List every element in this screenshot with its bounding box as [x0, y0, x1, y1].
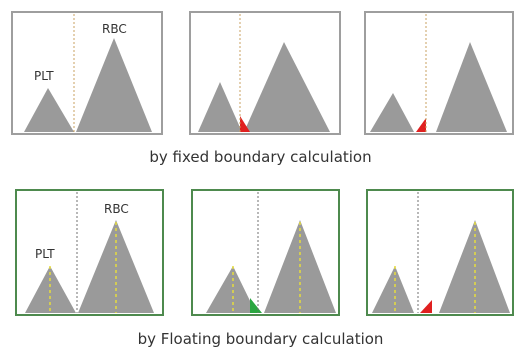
- rbc-peak: [244, 42, 330, 132]
- fixed-panel-2: [189, 11, 341, 135]
- floating-boundary-caption: by Floating boundary calculation: [137, 330, 384, 348]
- fixed-panel-3: [364, 11, 514, 135]
- floating-panel-1: PLT RBC: [15, 189, 164, 316]
- plt-peak: [24, 88, 74, 132]
- plt-peak: [206, 266, 256, 313]
- plt-label: PLT: [35, 247, 55, 261]
- floating-panel-2: [191, 189, 340, 316]
- floating-panel-3: [366, 189, 514, 316]
- fixed-boundary-caption: by fixed boundary calculation: [149, 148, 372, 166]
- fixed-panel-1: PLT RBC: [11, 11, 163, 135]
- overlap-marker-red: [240, 116, 250, 132]
- rbc-peak: [76, 38, 152, 132]
- plt-peak: [198, 82, 242, 132]
- rbc-label: RBC: [102, 22, 127, 36]
- rbc-label: RBC: [104, 202, 129, 216]
- plt-peak: [372, 266, 414, 313]
- plt-label: PLT: [34, 69, 54, 83]
- overlap-marker-green: [250, 298, 262, 313]
- rbc-peak: [436, 42, 507, 132]
- plt-peak: [370, 93, 414, 132]
- overlap-marker-red: [420, 300, 432, 313]
- plt-peak: [25, 266, 76, 313]
- overlap-marker-red: [416, 118, 426, 132]
